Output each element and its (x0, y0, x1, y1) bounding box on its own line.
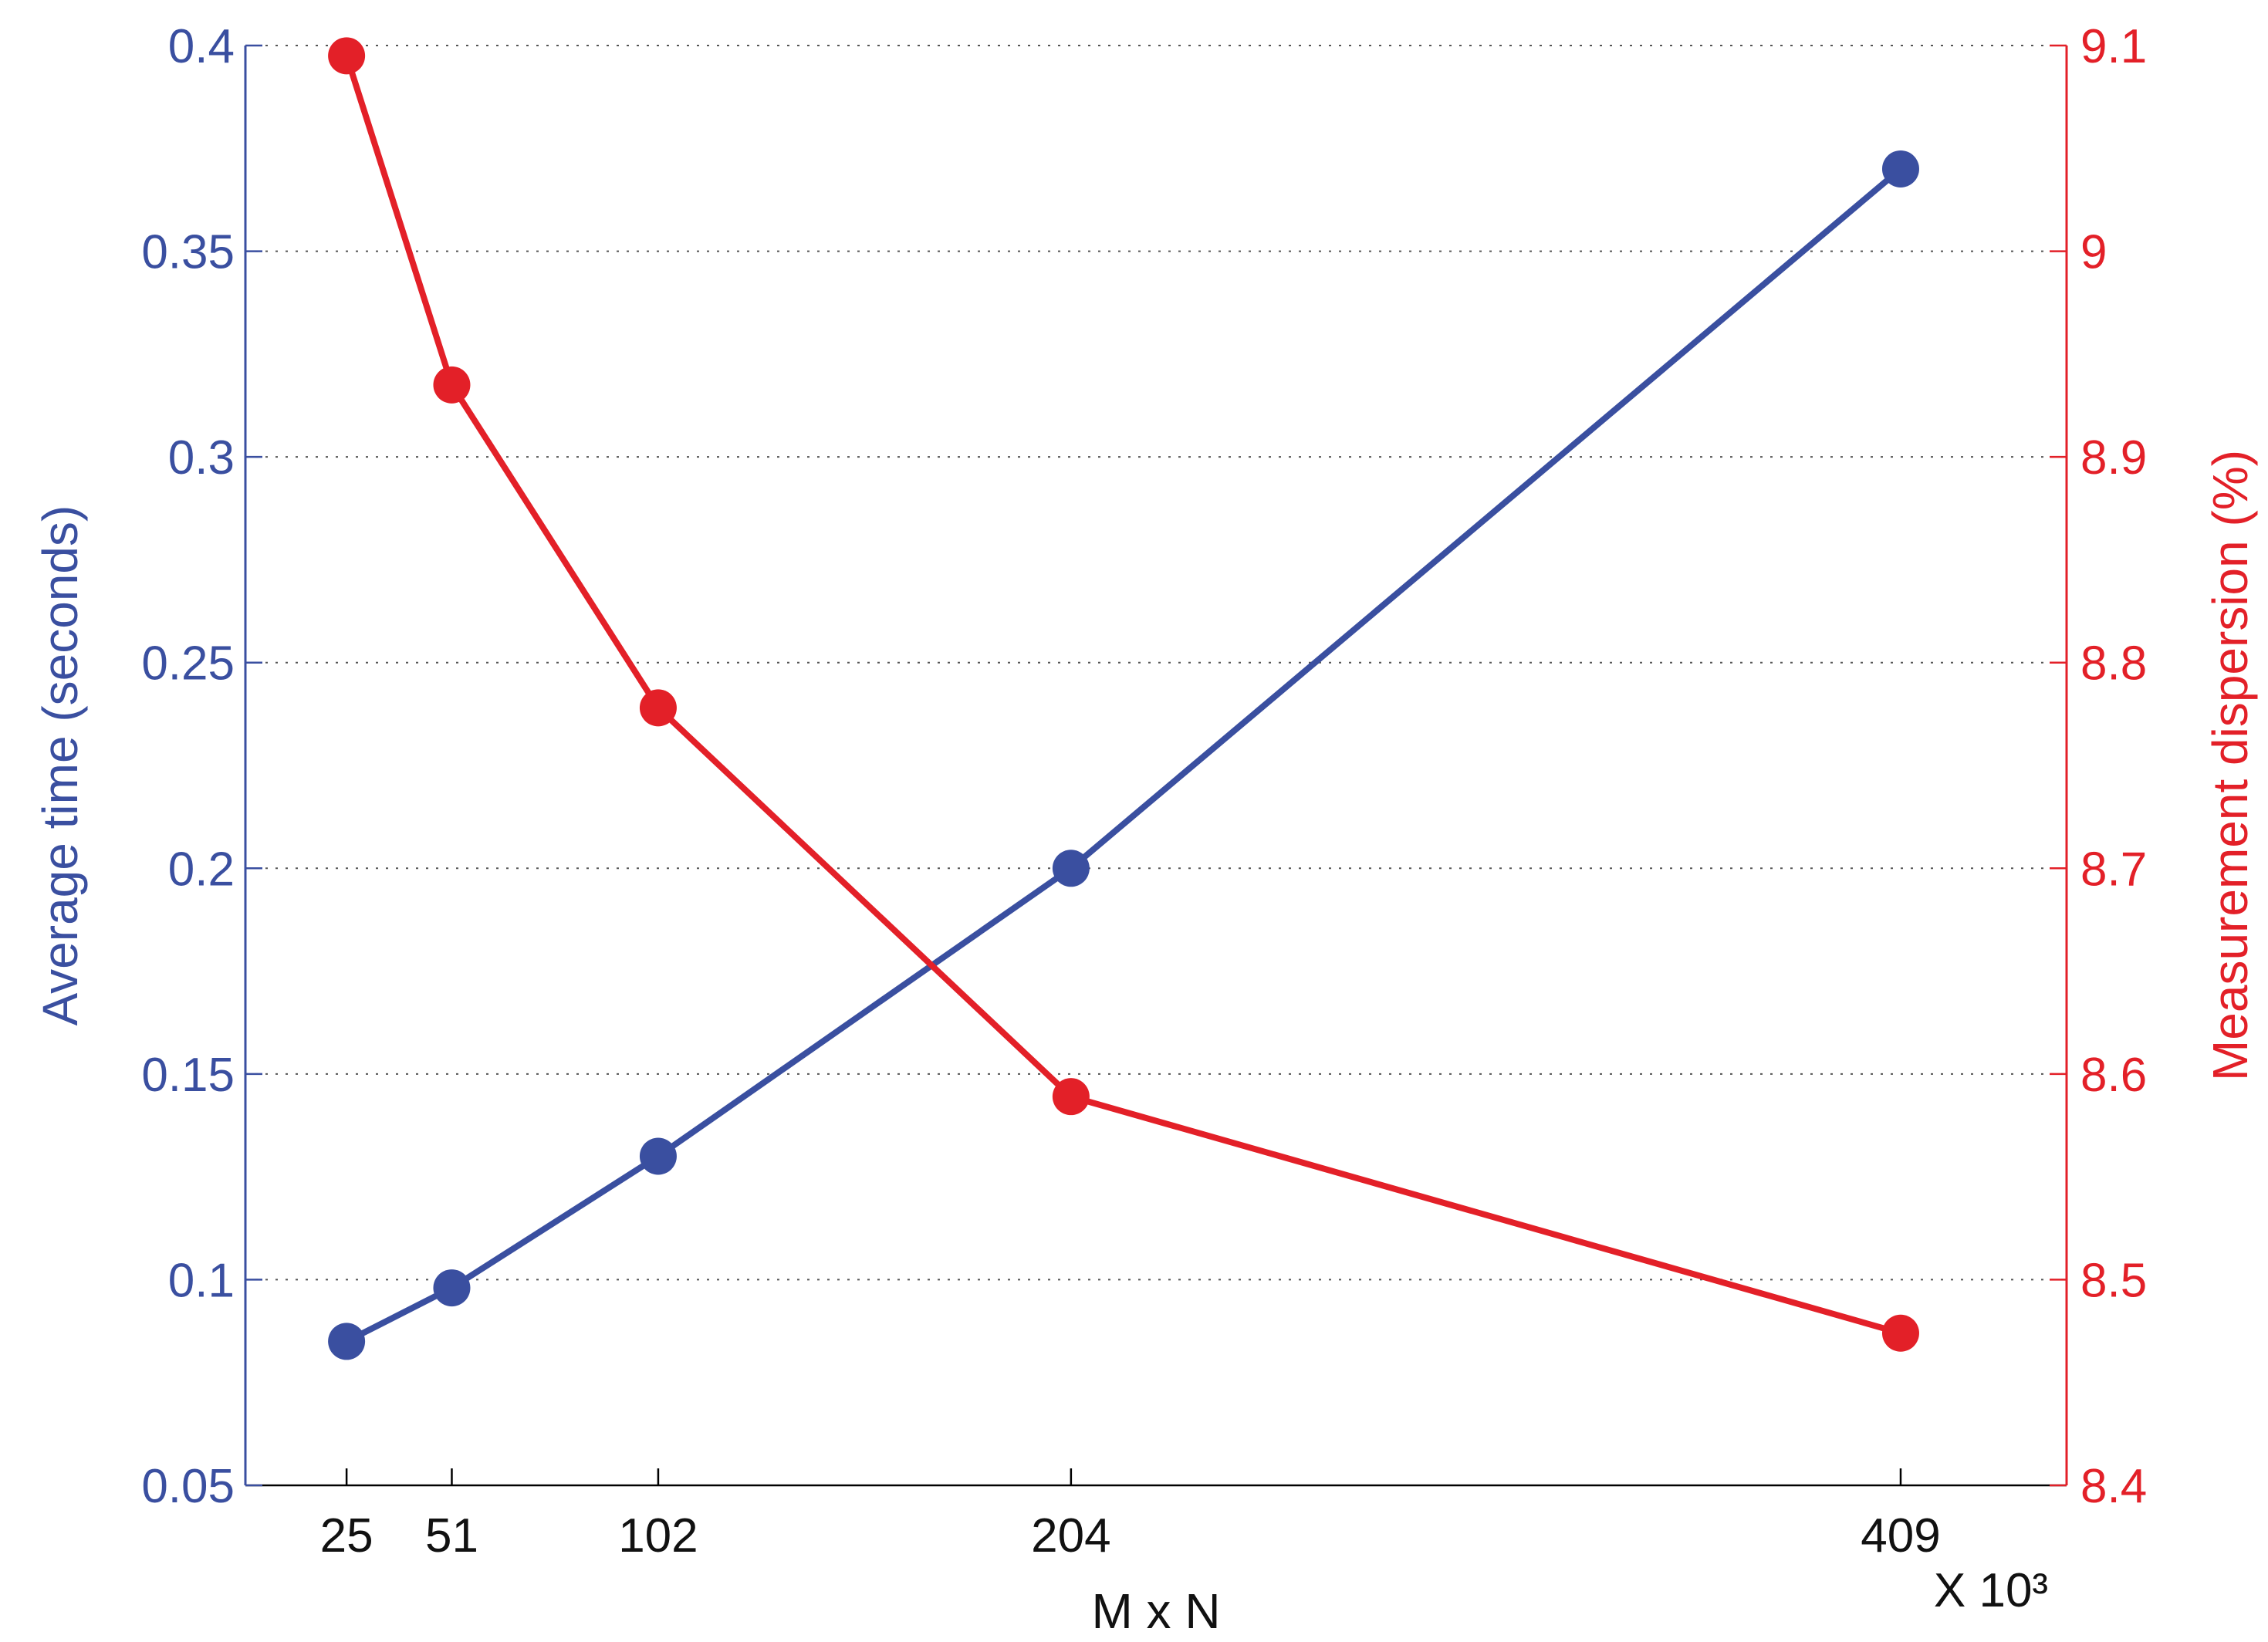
left-tick-label: 0.15 (141, 1049, 235, 1102)
average-time-point (1052, 850, 1090, 887)
measurement-dispersion-point (328, 37, 366, 75)
right-tick-label: 9.1 (2080, 20, 2147, 73)
left-tick-label: 0.3 (168, 431, 235, 485)
left-tick-label: 0.1 (168, 1254, 235, 1307)
left-tick-label: 0.25 (141, 637, 235, 691)
average-time-point (433, 1269, 471, 1307)
x-tick-label: 51 (425, 1509, 478, 1563)
x-tick-label: 409 (1861, 1509, 1940, 1563)
average-time-point (639, 1137, 677, 1175)
average-time-line (345, 166, 1903, 1344)
left-tick-label: 0.05 (141, 1460, 235, 1513)
right-tick-label: 8.6 (2080, 1049, 2147, 1102)
right-tick-label: 9 (2080, 226, 2107, 279)
axis-labels: M x N X 10³ Average time (seconds) Measu… (32, 450, 2258, 1639)
right-tick-label: 8.4 (2080, 1460, 2147, 1513)
left-tick-label: 0.35 (141, 226, 235, 279)
left-axis-title: Average time (seconds) (32, 505, 88, 1026)
x-tick-label: 102 (618, 1509, 698, 1563)
x-tick-label: 204 (1031, 1509, 1110, 1563)
measurement-dispersion-point (1881, 1314, 1919, 1352)
measurement-dispersion-point (1052, 1078, 1090, 1116)
left-tick-label: 0.4 (168, 20, 235, 73)
gridlines (245, 45, 2067, 1281)
x-axis-multiplier: X 10³ (1934, 1564, 2048, 1617)
right-tick-label: 8.8 (2080, 637, 2147, 691)
measurement-dispersion-point (639, 689, 677, 727)
measurement-dispersion-line (343, 55, 1902, 1336)
left-tick-label: 0.2 (168, 843, 235, 896)
average-time-point (1881, 150, 1919, 188)
axes: 25 51 102 204 409 0.05 0.1 0.15 0.2 0.25 0.3 0.35 0.… (141, 20, 2147, 1563)
right-tick-label: 8.7 (2080, 843, 2147, 896)
data-series (328, 37, 1919, 1360)
average-time-point (328, 1323, 366, 1360)
measurement-dispersion-point (433, 366, 471, 404)
right-tick-label: 8.9 (2080, 431, 2147, 485)
right-tick-label: 8.5 (2080, 1254, 2147, 1307)
x-axis-title: M x N (1091, 1583, 1220, 1639)
right-axis-title: Measurement dispersion (%) (2202, 450, 2258, 1081)
x-tick-label: 25 (320, 1509, 373, 1563)
